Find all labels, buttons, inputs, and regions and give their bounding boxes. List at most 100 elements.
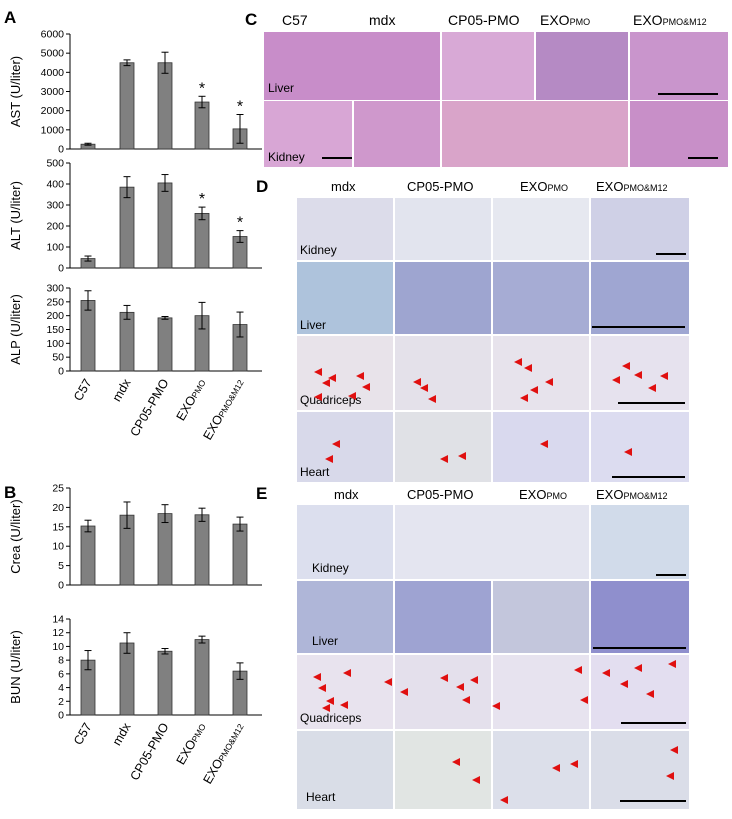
x-category-label: EXOPMO&M12	[200, 720, 246, 786]
red-arrow-icon	[634, 371, 642, 379]
y-tick-label: 6000	[41, 29, 65, 41]
y-tick-label: 14	[52, 614, 64, 626]
red-arrow-icon	[668, 660, 676, 668]
y-tick-label: 8	[58, 655, 64, 667]
y-axis-label: BUN (U/liter)	[8, 630, 23, 704]
ihc-e-liver-row	[297, 581, 689, 653]
red-arrow-icon	[322, 379, 330, 387]
panel-c-column-header: EXOPMO	[540, 12, 591, 28]
red-arrow-icon	[413, 378, 421, 386]
scale-bar	[612, 476, 685, 478]
panel-letter-c: C	[245, 10, 258, 29]
y-tick-label: 300	[46, 200, 64, 212]
panel-letter-b: B	[4, 483, 17, 502]
red-arrow-icon	[440, 455, 448, 463]
red-arrow-icon	[524, 364, 532, 372]
bar	[80, 525, 96, 586]
scale-bar	[621, 722, 686, 724]
red-arrow-icon	[580, 696, 588, 704]
red-arrow-icon	[384, 678, 392, 686]
panel-c-column-header: mdx	[369, 12, 396, 28]
red-arrow-icon	[660, 372, 668, 380]
y-tick-label: 250	[46, 296, 64, 308]
panel-d-column-header: EXOPMO&M12	[596, 179, 668, 194]
red-arrow-icon	[634, 664, 642, 672]
y-axis-label: AST (U/liter)	[8, 56, 23, 127]
red-arrow-icon	[646, 690, 654, 698]
red-arrow-icon	[400, 688, 408, 696]
x-category-label: EXOPMO&M12	[200, 376, 246, 442]
y-tick-label: 3000	[41, 86, 65, 98]
y-tick-label: 25	[52, 483, 64, 495]
y-tick-label: 300	[46, 283, 64, 295]
red-arrow-icon	[470, 676, 478, 684]
panel-d-column-header: mdx	[331, 179, 356, 194]
panel-e-column-header: mdx	[334, 487, 359, 502]
red-arrow-icon	[328, 374, 336, 382]
he-liver-row	[264, 32, 728, 100]
panel-letter-a: A	[4, 8, 17, 27]
ihc-e-quadriceps-row	[297, 655, 689, 729]
significance-star: *	[199, 80, 205, 97]
red-arrow-icon	[313, 673, 321, 681]
y-tick-label: 15	[52, 521, 64, 533]
panel-c-column-header: CP05-PMO	[448, 12, 520, 28]
y-tick-label: 12	[52, 627, 64, 639]
red-arrow-icon	[670, 746, 678, 754]
panel-e-column-header: EXOPMO	[519, 487, 567, 502]
scale-bar	[620, 800, 686, 802]
significance-star: *	[199, 191, 205, 208]
bar	[119, 62, 135, 150]
red-arrow-icon	[314, 393, 322, 401]
y-tick-label: 200	[46, 310, 64, 322]
y-tick-label: 5000	[41, 48, 65, 60]
y-tick-label: 10	[52, 641, 64, 653]
bar	[194, 639, 210, 716]
panel-letter-d: D	[256, 177, 269, 196]
red-arrow-icon	[530, 386, 538, 394]
red-arrow-icon	[492, 702, 500, 710]
ihc-e-label-kidney: Kidney	[312, 561, 349, 575]
scale-bar	[618, 402, 685, 404]
x-category-label: CP05-PMO	[128, 376, 172, 439]
y-tick-label: 400	[46, 179, 64, 191]
bar	[232, 523, 248, 586]
y-axis-label: Crea (U/liter)	[8, 499, 23, 573]
scale-bar	[658, 93, 718, 95]
red-arrow-icon	[356, 372, 364, 380]
red-arrow-icon	[340, 701, 348, 709]
red-arrow-icon	[622, 362, 630, 370]
y-tick-label: 4000	[41, 67, 65, 79]
ihc-e-kidney-row	[297, 505, 689, 579]
ihc-d-quadriceps-row	[297, 336, 689, 410]
red-arrow-icon	[440, 674, 448, 682]
bar	[157, 182, 173, 269]
red-arrow-icon	[325, 455, 333, 463]
ihc-d-kidney-row	[297, 198, 689, 260]
scale-bar	[688, 157, 718, 159]
red-arrow-icon	[314, 368, 322, 376]
y-tick-label: 2	[58, 696, 64, 708]
y-tick-label: 150	[46, 324, 64, 336]
y-tick-label: 5	[58, 560, 64, 572]
red-arrow-icon	[612, 376, 620, 384]
red-arrow-icon	[420, 384, 428, 392]
bar	[157, 317, 173, 372]
significance-star: *	[237, 215, 243, 232]
bar	[194, 514, 210, 586]
x-category-label: EXOPMO	[174, 376, 209, 423]
red-arrow-icon	[620, 680, 628, 688]
red-arrow-icon	[648, 384, 656, 392]
bar	[157, 650, 173, 716]
red-arrow-icon	[500, 796, 508, 804]
scale-bar	[322, 157, 352, 159]
he-row-label-kidney: Kidney	[268, 150, 305, 164]
red-arrow-icon	[545, 378, 553, 386]
bar	[157, 513, 173, 586]
red-arrow-icon	[428, 395, 436, 403]
red-arrow-icon	[552, 764, 560, 772]
red-arrow-icon	[326, 697, 334, 705]
red-arrow-icon	[540, 440, 548, 448]
ihc-e-heart-row	[297, 731, 689, 809]
scale-bar	[593, 647, 686, 649]
